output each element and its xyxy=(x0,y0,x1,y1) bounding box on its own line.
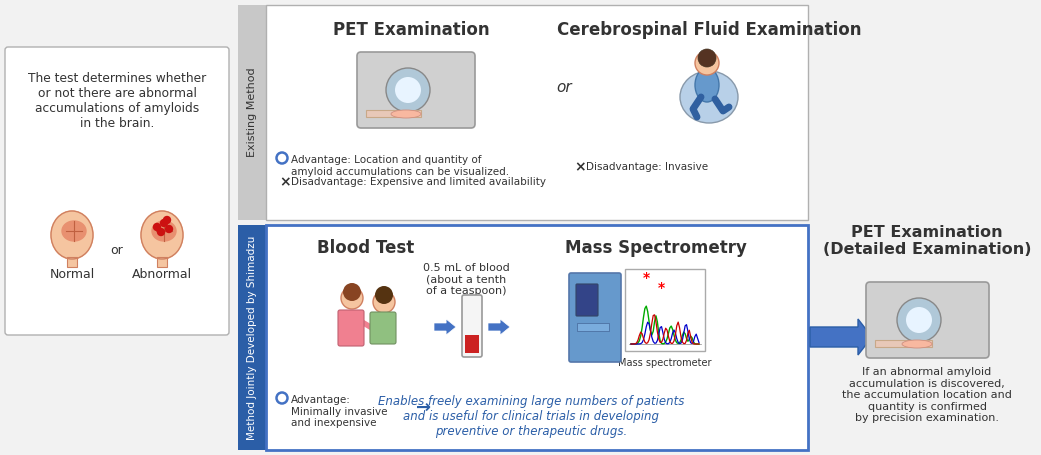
FancyBboxPatch shape xyxy=(576,284,598,316)
FancyBboxPatch shape xyxy=(577,323,609,331)
Text: Advantage: Location and quantity of
amyloid accumulations can be visualized.: Advantage: Location and quantity of amyl… xyxy=(291,155,509,177)
Ellipse shape xyxy=(391,110,421,118)
Text: *: * xyxy=(642,271,650,285)
Circle shape xyxy=(695,51,719,75)
Text: ×: × xyxy=(279,175,290,189)
Circle shape xyxy=(375,286,393,304)
Circle shape xyxy=(373,291,395,313)
Text: Method Jointly Developed by Shimadzu: Method Jointly Developed by Shimadzu xyxy=(247,235,257,440)
Ellipse shape xyxy=(141,211,183,259)
FancyBboxPatch shape xyxy=(67,257,77,267)
Text: Mass Spectrometry: Mass Spectrometry xyxy=(565,239,747,257)
FancyBboxPatch shape xyxy=(338,310,364,346)
FancyBboxPatch shape xyxy=(625,269,705,351)
Text: Normal: Normal xyxy=(49,268,95,281)
Text: Cerebrospinal Fluid Examination: Cerebrospinal Fluid Examination xyxy=(557,21,861,39)
FancyBboxPatch shape xyxy=(157,257,167,267)
Text: Mass spectrometer: Mass spectrometer xyxy=(618,358,712,368)
Circle shape xyxy=(897,298,941,342)
FancyBboxPatch shape xyxy=(366,110,421,117)
FancyBboxPatch shape xyxy=(866,282,989,358)
Circle shape xyxy=(395,77,421,103)
Text: Disadvantage: Invasive: Disadvantage: Invasive xyxy=(586,162,708,172)
FancyBboxPatch shape xyxy=(266,5,808,220)
Circle shape xyxy=(153,223,160,231)
Text: The test determines whether
or not there are abnormal
accumulations of amyloids
: The test determines whether or not there… xyxy=(28,72,206,130)
Circle shape xyxy=(342,283,361,301)
Circle shape xyxy=(386,68,430,112)
FancyArrow shape xyxy=(434,319,456,335)
Circle shape xyxy=(160,219,168,227)
Circle shape xyxy=(341,287,363,309)
FancyBboxPatch shape xyxy=(875,340,932,347)
FancyBboxPatch shape xyxy=(462,295,482,357)
Text: Advantage:
Minimally invasive
and inexpensive: Advantage: Minimally invasive and inexpe… xyxy=(291,395,387,428)
Circle shape xyxy=(699,49,716,67)
Ellipse shape xyxy=(695,68,719,102)
Text: or: or xyxy=(110,243,124,257)
Text: 0.5 mL of blood
(about a tenth
of a teaspoon): 0.5 mL of blood (about a tenth of a teas… xyxy=(423,263,509,296)
FancyBboxPatch shape xyxy=(370,312,396,344)
FancyBboxPatch shape xyxy=(5,47,229,335)
Ellipse shape xyxy=(62,221,86,241)
Text: Existing Method: Existing Method xyxy=(247,68,257,157)
Ellipse shape xyxy=(902,340,932,348)
Ellipse shape xyxy=(680,71,738,123)
Circle shape xyxy=(906,307,932,333)
Text: PET Examination: PET Examination xyxy=(333,21,489,39)
Text: Disadvantage: Expensive and limited availability: Disadvantage: Expensive and limited avai… xyxy=(291,177,545,187)
FancyArrow shape xyxy=(488,319,510,335)
Text: Enables freely examining large numbers of patients
and is useful for clinical tr: Enables freely examining large numbers o… xyxy=(378,395,684,438)
Text: If an abnormal amyloid
accumulation is discovered,
the accumulation location and: If an abnormal amyloid accumulation is d… xyxy=(842,367,1012,424)
Text: *: * xyxy=(658,281,664,295)
FancyBboxPatch shape xyxy=(569,273,621,362)
Circle shape xyxy=(157,228,164,236)
FancyBboxPatch shape xyxy=(465,335,479,353)
FancyArrow shape xyxy=(810,319,872,355)
Ellipse shape xyxy=(152,221,176,241)
Text: Abnormal: Abnormal xyxy=(132,268,192,281)
Ellipse shape xyxy=(51,211,93,259)
Text: ×: × xyxy=(574,160,586,174)
FancyBboxPatch shape xyxy=(238,225,266,450)
Circle shape xyxy=(163,217,171,223)
Text: →: → xyxy=(416,399,432,417)
Circle shape xyxy=(166,226,173,233)
FancyBboxPatch shape xyxy=(357,52,475,128)
FancyBboxPatch shape xyxy=(266,225,808,450)
Text: PET Examination
(Detailed Examination): PET Examination (Detailed Examination) xyxy=(822,225,1032,258)
Text: or: or xyxy=(556,80,572,95)
Text: Blood Test: Blood Test xyxy=(318,239,414,257)
FancyBboxPatch shape xyxy=(238,5,266,220)
